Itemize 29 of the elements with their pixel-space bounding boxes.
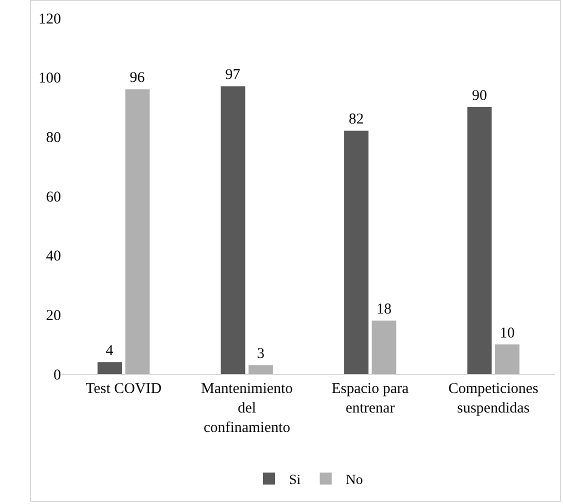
y-tick-label: 40 xyxy=(46,248,61,265)
bar xyxy=(125,89,150,374)
legend-label: Si xyxy=(289,473,301,488)
data-label: 90 xyxy=(472,88,488,104)
bar xyxy=(98,362,122,374)
data-label: 97 xyxy=(225,67,241,84)
bar xyxy=(372,320,396,374)
x-tick-label: Espacio para entrenar xyxy=(332,381,409,416)
bar xyxy=(344,130,368,374)
data-label: 82 xyxy=(348,112,364,128)
data-label: 96 xyxy=(130,70,146,86)
y-tick-label: 20 xyxy=(46,308,61,324)
y-tick-label: 80 xyxy=(46,130,61,146)
legend-label: No xyxy=(346,473,363,488)
bar xyxy=(248,365,273,374)
y-tick-label: 60 xyxy=(46,189,61,206)
bar xyxy=(467,107,492,374)
y-tick-label: 0 xyxy=(54,367,61,384)
bar xyxy=(220,86,246,374)
data-label: 10 xyxy=(500,325,515,342)
data-label: 3 xyxy=(256,346,264,362)
y-tick-label: 100 xyxy=(38,70,61,87)
data-label: 4 xyxy=(106,343,114,360)
x-tick-label: Competiciones suspendidas xyxy=(448,381,539,416)
x-tick-label: Mantenimiento del confinamiento xyxy=(201,381,293,436)
y-tick-label: 120 xyxy=(38,11,61,28)
x-tick-label: Test COVID xyxy=(86,381,162,397)
bar xyxy=(495,344,520,374)
data-label: 18 xyxy=(376,302,392,318)
